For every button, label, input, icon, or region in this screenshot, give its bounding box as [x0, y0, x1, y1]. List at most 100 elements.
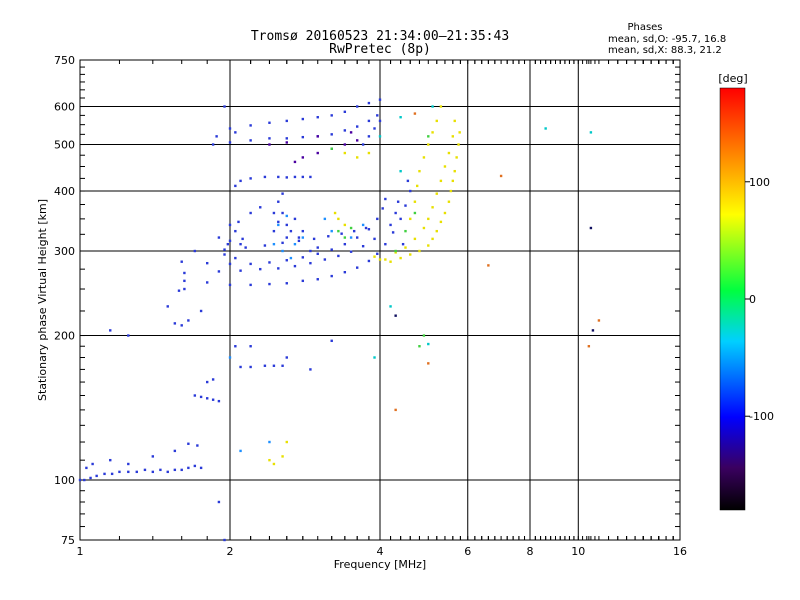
data-point [228, 127, 232, 130]
data-point [193, 464, 197, 468]
data-point [337, 229, 340, 233]
data-point [376, 217, 379, 221]
data-point [103, 472, 106, 476]
data-point [297, 236, 301, 239]
data-point [285, 214, 288, 218]
data-point [447, 151, 451, 155]
axis-ticks [80, 60, 681, 540]
data-point [263, 175, 267, 179]
data-point [95, 474, 98, 478]
data-point [439, 105, 443, 108]
data-point [272, 211, 276, 215]
data-point [422, 334, 426, 337]
data-point [431, 206, 434, 209]
x-tick-label: 1 [77, 545, 84, 558]
data-point [173, 468, 177, 472]
data-point [591, 329, 595, 332]
data-point [418, 249, 421, 253]
data-point [223, 253, 226, 256]
data-point [343, 223, 347, 227]
data-point [249, 365, 252, 369]
data-point [293, 242, 297, 246]
data-point [330, 147, 333, 150]
data-point [355, 236, 359, 239]
data-point [263, 364, 267, 367]
data-point [413, 200, 417, 203]
data-point [391, 231, 395, 234]
data-point [187, 466, 190, 470]
stats-title: Phases [627, 22, 662, 33]
data-point [316, 246, 319, 249]
data-point [373, 255, 376, 258]
y-tick-label: 200 [54, 330, 75, 343]
data-point [499, 174, 503, 178]
data-point [355, 156, 359, 159]
data-point [228, 223, 232, 227]
data-point [183, 279, 186, 283]
data-point [205, 261, 209, 265]
data-point [453, 169, 456, 173]
data-point [228, 262, 232, 266]
data-point [234, 229, 237, 233]
data-point [239, 269, 242, 272]
data-point [427, 244, 430, 247]
data-point [396, 200, 400, 203]
data-point [337, 254, 340, 258]
data-point [78, 478, 82, 482]
data-point [418, 345, 421, 348]
data-point [268, 282, 271, 286]
data-point [487, 264, 490, 267]
data-point [234, 131, 237, 134]
data-point [277, 200, 280, 203]
data-point [404, 229, 407, 233]
data-point [285, 282, 288, 285]
data-point [312, 237, 316, 241]
data-point [457, 143, 460, 146]
data-point [301, 135, 305, 139]
data-point [301, 117, 305, 121]
data-point [285, 141, 288, 144]
data-point [151, 455, 155, 458]
data-point [215, 135, 218, 138]
data-point [422, 156, 426, 159]
data-point [249, 211, 252, 215]
data-point [349, 226, 353, 230]
data-point [355, 266, 359, 269]
data-point [249, 177, 252, 180]
data-point [378, 135, 382, 138]
data-point [330, 274, 333, 278]
data-point [381, 207, 384, 210]
data-point [234, 345, 237, 348]
data-point [249, 124, 252, 127]
colorbar [719, 87, 746, 511]
data-point [281, 192, 284, 195]
data-point [316, 151, 319, 155]
data-point [293, 160, 297, 164]
data-point [409, 189, 412, 193]
data-point [249, 345, 252, 348]
data-point [249, 283, 252, 287]
data-point [272, 229, 276, 233]
data-point [343, 129, 347, 132]
data-point [399, 256, 402, 260]
data-point [589, 226, 593, 230]
data-point [404, 246, 407, 249]
data-point [349, 131, 353, 134]
data-point [409, 253, 412, 256]
data-point [272, 242, 276, 246]
data-point [211, 398, 215, 401]
data-point [427, 342, 430, 346]
data-point [289, 229, 293, 233]
data-point [427, 362, 430, 365]
data-point [451, 179, 455, 183]
data-point [217, 270, 221, 273]
data-point [327, 235, 330, 238]
data-point [431, 131, 434, 134]
data-point [217, 500, 221, 504]
data-point [355, 105, 359, 108]
data-point [337, 217, 340, 221]
data-point [109, 458, 112, 462]
data-point [223, 105, 226, 108]
data-point [118, 470, 121, 474]
